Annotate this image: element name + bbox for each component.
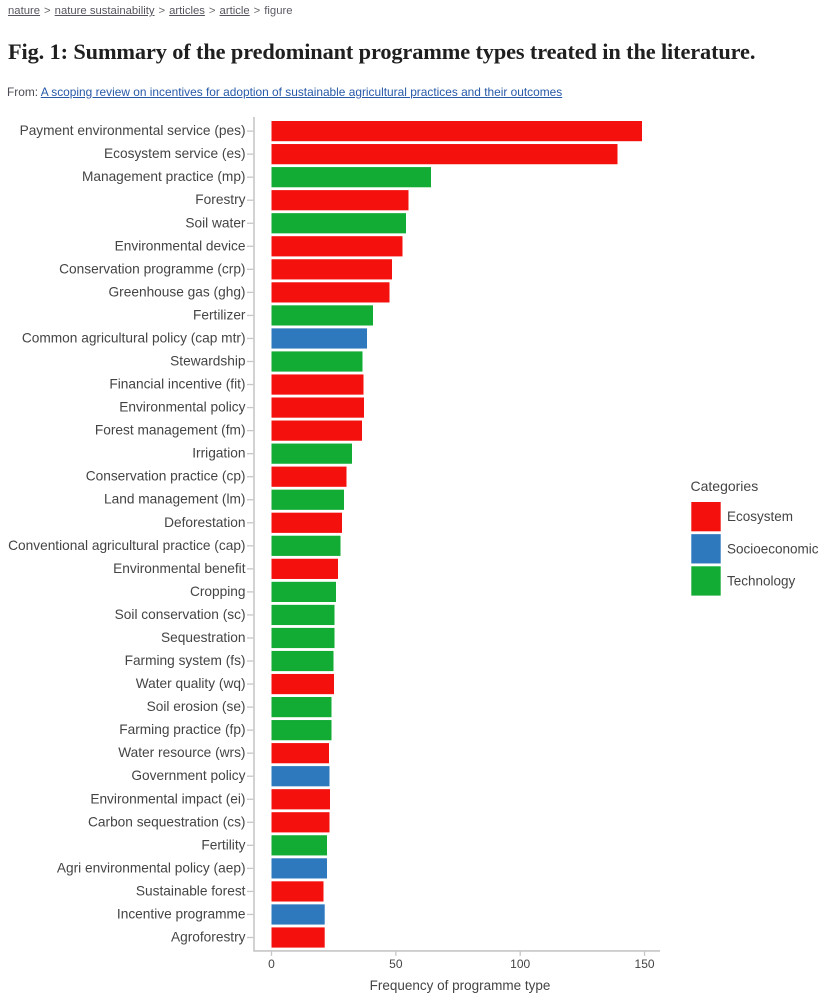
- svg-text:Government policy: Government policy: [131, 768, 245, 783]
- svg-text:Incentive programme: Incentive programme: [117, 906, 246, 921]
- svg-text:50: 50: [389, 957, 403, 971]
- svg-text:Environmental device: Environmental device: [115, 238, 246, 253]
- svg-text:Ecosystem service (es): Ecosystem service (es): [104, 146, 245, 161]
- svg-text:Carbon sequestration (cs): Carbon sequestration (cs): [88, 814, 245, 829]
- svg-text:Deforestation: Deforestation: [164, 515, 245, 530]
- svg-text:100: 100: [510, 957, 530, 971]
- svg-text:Water resource (wrs): Water resource (wrs): [118, 745, 245, 760]
- svg-text:0: 0: [268, 957, 275, 971]
- svg-text:Fertilizer: Fertilizer: [193, 307, 246, 322]
- svg-text:Soil water: Soil water: [185, 215, 246, 230]
- svg-text:Greenhouse gas (ghg): Greenhouse gas (ghg): [109, 284, 246, 299]
- svg-text:Categories: Categories: [691, 478, 759, 494]
- svg-text:Cropping: Cropping: [190, 584, 246, 599]
- svg-text:Land management (lm): Land management (lm): [104, 492, 246, 507]
- svg-text:Management practice (mp): Management practice (mp): [82, 169, 246, 184]
- svg-text:Agri environmental policy (aep: Agri environmental policy (aep): [57, 860, 246, 875]
- svg-text:Forestry: Forestry: [195, 192, 245, 207]
- svg-text:Forest management (fm): Forest management (fm): [95, 423, 246, 438]
- svg-text:Payment environmental service: Payment environmental service (pes): [20, 123, 246, 138]
- svg-text:Water quality (wq): Water quality (wq): [136, 676, 246, 691]
- svg-text:Common agricultural policy (ca: Common agricultural policy (cap mtr): [22, 330, 246, 345]
- svg-text:Soil erosion (se): Soil erosion (se): [147, 699, 246, 714]
- svg-text:Ecosystem: Ecosystem: [727, 509, 793, 524]
- svg-text:Technology: Technology: [727, 574, 796, 589]
- svg-text:Stewardship: Stewardship: [170, 354, 246, 369]
- svg-text:Fertility: Fertility: [201, 837, 245, 852]
- svg-text:Environmental impact (ei): Environmental impact (ei): [90, 791, 245, 806]
- svg-text:Irrigation: Irrigation: [192, 446, 245, 461]
- svg-text:Conservation practice (cp): Conservation practice (cp): [86, 469, 246, 484]
- svg-text:Socioeconomic: Socioeconomic: [727, 541, 819, 556]
- svg-text:Financial incentive (fit): Financial incentive (fit): [109, 377, 245, 392]
- svg-text:Conventional agricultural prac: Conventional agricultural practice (cap): [8, 538, 245, 553]
- svg-text:150: 150: [635, 957, 655, 971]
- svg-text:Farming system (fs): Farming system (fs): [125, 653, 246, 668]
- svg-text:Agroforestry: Agroforestry: [171, 930, 246, 945]
- svg-text:Farming practice (fp): Farming practice (fp): [119, 722, 245, 737]
- svg-text:Frequency of programme type: Frequency of programme type: [370, 978, 551, 993]
- svg-text:Sustainable forest: Sustainable forest: [136, 883, 246, 898]
- svg-text:Sequestration: Sequestration: [161, 630, 245, 645]
- svg-text:Environmental benefit: Environmental benefit: [113, 561, 246, 576]
- svg-text:Soil conservation (sc): Soil conservation (sc): [115, 607, 246, 622]
- svg-text:Conservation programme (crp): Conservation programme (crp): [59, 261, 245, 276]
- svg-text:Environmental policy: Environmental policy: [119, 400, 245, 415]
